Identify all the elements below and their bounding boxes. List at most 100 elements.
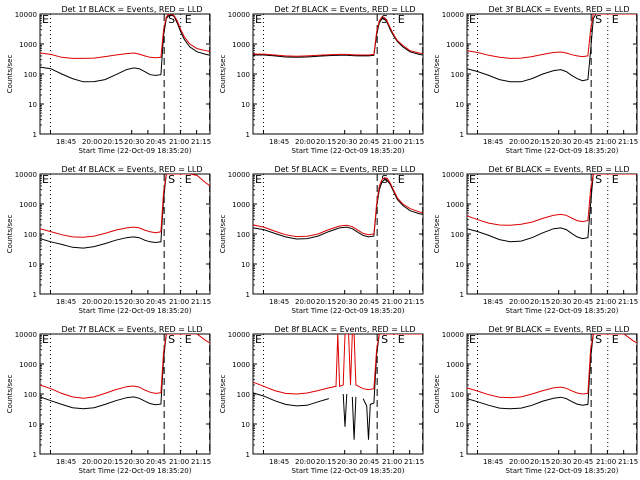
plot-frame [39, 333, 211, 455]
x-tick-label: 20:45 [573, 298, 593, 306]
marker-e: E [469, 13, 476, 26]
y-axis-label: Counts/sec [219, 375, 227, 414]
marker-s: S [381, 333, 388, 346]
y-tick-label: 1 [33, 291, 37, 299]
x-tick-label: 21:15 [404, 138, 424, 146]
y-tick-label: 100 [24, 71, 37, 79]
x-tick-label: 20:15 [103, 458, 123, 466]
y-tick-label: 100 [451, 391, 464, 399]
x-tick-label: 20:00 [82, 298, 102, 306]
x-tick-label: 21:00 [596, 138, 616, 146]
panel-title: Det 4f BLACK = Events, RED = LLD [61, 165, 202, 174]
x-tick-label: 20:00 [82, 138, 102, 146]
x-tick-label: 21:00 [382, 138, 402, 146]
x-tick-label: 18:45 [483, 298, 503, 306]
plot-frame [466, 333, 638, 455]
marker-e: E [42, 333, 49, 346]
panel-title: Det 3f BLACK = Events, RED = LLD [488, 5, 629, 14]
series-events-line [40, 334, 210, 410]
marker-e: E [469, 333, 476, 346]
y-tick-label: 10 [455, 421, 464, 429]
x-axis-label: Start Time (22-Oct-09 18:35:20) [79, 147, 192, 155]
detector-panel-8: Det 8f BLACK = Events, RED = LLD 1 10 100 10… [219, 325, 424, 475]
x-tick-label: 18:45 [56, 298, 76, 306]
x-tick-label: 21:00 [169, 298, 189, 306]
x-tick-label: 21:15 [618, 138, 638, 146]
series-lld-line [253, 334, 423, 395]
x-tick-label: 21:15 [191, 298, 211, 306]
marker-e: E [185, 173, 192, 186]
x-axis-label: Start Time (22-Oct-09 18:35:20) [506, 307, 619, 315]
y-tick-label: 10 [28, 261, 37, 269]
marker-e: E [255, 173, 262, 186]
series-lld-line [253, 177, 423, 238]
plot-frame [39, 173, 211, 295]
y-tick-label: 100 [24, 231, 37, 239]
detector-panel-2: Det 2f BLACK = Events, RED = LLD 1 10 100 10… [219, 5, 424, 155]
x-tick-label: 20:15 [103, 138, 123, 146]
x-tick-label: 20:45 [146, 458, 166, 466]
x-tick-label: 20:45 [146, 138, 166, 146]
x-axis-label: Start Time (22-Oct-09 18:35:20) [79, 467, 192, 475]
x-tick-label: 20:30 [337, 458, 357, 466]
x-tick-label: 20:15 [103, 298, 123, 306]
y-tick-label: 1 [460, 451, 464, 459]
marker-e: E [612, 173, 619, 186]
x-tick-label: 18:45 [56, 138, 76, 146]
x-tick-label: 21:15 [404, 458, 424, 466]
marker-e: E [612, 333, 619, 346]
detector-panel-1: Det 1f BLACK = Events, RED = LLD 1 10 100 10… [6, 5, 211, 155]
y-tick-label: 10000 [442, 11, 464, 19]
y-tick-label: 10 [241, 261, 250, 269]
y-tick-label: 1000 [19, 361, 37, 369]
x-tick-label: 20:30 [124, 298, 144, 306]
y-tick-label: 10 [455, 261, 464, 269]
x-tick-label: 20:00 [509, 458, 529, 466]
panel-title: Det 6f BLACK = Events, RED = LLD [488, 165, 629, 174]
detector-panel-6: Det 6f BLACK = Events, RED = LLD 1 10 100 10… [433, 165, 638, 315]
y-tick-label: 10000 [15, 11, 37, 19]
x-tick-label: 20:30 [551, 138, 571, 146]
y-tick-label: 100 [24, 391, 37, 399]
x-tick-label: 21:15 [191, 138, 211, 146]
x-axis-label: Start Time (22-Oct-09 18:35:20) [506, 147, 619, 155]
y-tick-label: 1000 [19, 41, 37, 49]
marker-e: E [255, 13, 262, 26]
x-tick-label: 18:45 [483, 458, 503, 466]
marker-s: S [168, 173, 175, 186]
x-tick-label: 21:15 [618, 298, 638, 306]
x-tick-label: 20:45 [573, 458, 593, 466]
panel-title: Det 5f BLACK = Events, RED = LLD [274, 165, 415, 174]
series-events-line [467, 174, 637, 243]
plot-frame [39, 13, 211, 135]
y-axis-label: Counts/sec [6, 375, 14, 414]
y-axis-label: Counts/sec [433, 55, 441, 94]
marker-e: E [255, 333, 262, 346]
x-tick-label: 18:45 [483, 138, 503, 146]
x-tick-label: 20:45 [573, 138, 593, 146]
x-tick-label: 18:45 [269, 298, 289, 306]
y-tick-label: 1000 [446, 41, 464, 49]
x-tick-label: 20:30 [337, 298, 357, 306]
detector-panel-4: Det 4f BLACK = Events, RED = LLD 1 10 100 10… [6, 165, 211, 315]
y-tick-label: 100 [237, 71, 250, 79]
x-tick-label: 21:15 [618, 458, 638, 466]
x-tick-label: 21:00 [382, 458, 402, 466]
x-tick-label: 20:15 [530, 298, 550, 306]
plot-frame [252, 13, 424, 135]
y-tick-label: 10000 [442, 171, 464, 179]
series-events-line [40, 174, 210, 249]
y-tick-label: 10000 [228, 11, 250, 19]
series-events-line [253, 334, 423, 440]
marker-e: E [612, 13, 619, 26]
y-axis-label: Counts/sec [433, 375, 441, 414]
y-tick-label: 100 [237, 391, 250, 399]
x-tick-label: 20:15 [530, 138, 550, 146]
series-lld-line [467, 174, 637, 226]
x-tick-label: 20:45 [359, 298, 379, 306]
series-lld-line [40, 334, 210, 399]
series-events-line [253, 17, 423, 58]
y-tick-label: 100 [451, 71, 464, 79]
x-tick-label: 21:00 [169, 138, 189, 146]
marker-e: E [185, 333, 192, 346]
